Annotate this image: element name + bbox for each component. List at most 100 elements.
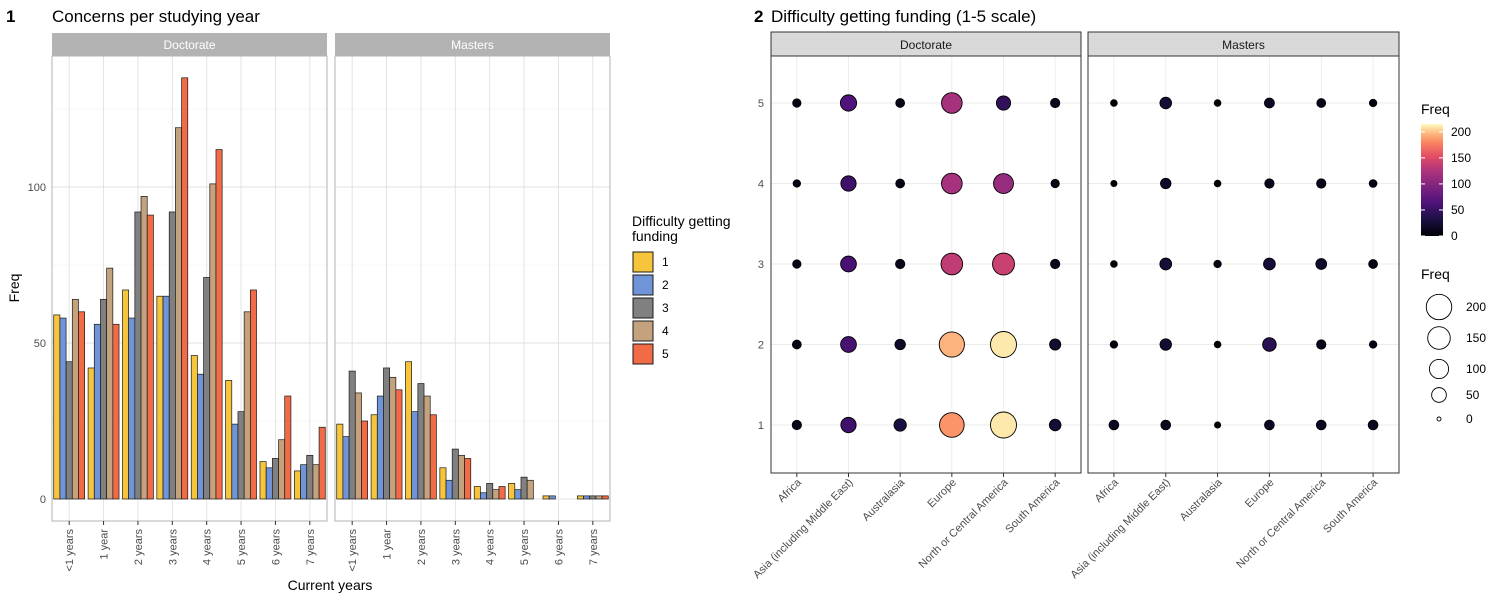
bubble-doctorate-australasia-level-2	[894, 338, 906, 351]
bubble-masters-asia-including-middle-east-level-3	[1159, 257, 1173, 271]
bubble-masters-asia-including-middle-east-level-4	[1160, 177, 1172, 190]
size-legend-key-200	[1425, 293, 1453, 321]
bar-doctorate-1-years-level-2	[59, 317, 67, 500]
bubble-doctorate-asia-including-middle-east-level-5	[839, 94, 858, 112]
color-legend-tick-200: 200	[1451, 125, 1471, 139]
bar-strip-label-doctorate: Doctorate	[163, 38, 215, 52]
bar-doctorate-6-years-level-1	[259, 461, 267, 500]
bubble-masters-africa-level-3	[1110, 260, 1118, 268]
bubble-masters-south-america-level-3	[1368, 259, 1378, 269]
bar-masters-4-years-level-3	[486, 483, 494, 500]
bubble-doctorate-north-or-central-america-level-4	[993, 173, 1014, 194]
bar-x-tick-doctorate-5-years: 5 years	[236, 529, 248, 566]
bar-doctorate-3-years-level-2	[162, 295, 170, 500]
bar-doctorate-1-year-level-1	[87, 367, 95, 500]
bubble-masters-australasia-level-1	[1214, 421, 1222, 429]
bar-doctorate-2-years-level-4	[140, 196, 148, 500]
bar-masters-3-years-level-5	[464, 458, 472, 500]
bar-masters-1-year-level-5	[395, 389, 403, 500]
size-legend-label-100: 100	[1466, 362, 1486, 376]
bar-doctorate-1-years-level-5	[78, 311, 86, 500]
bubble-x-tick-doctorate-south-america: South America	[1003, 476, 1063, 536]
bubble-doctorate-australasia-level-5	[895, 98, 906, 108]
bar-masters-5-years-level-4	[526, 479, 534, 500]
color-legend-tick-0: 0	[1451, 229, 1458, 243]
size-legend-title: Freq	[1421, 266, 1450, 282]
bar-masters-5-years-level-1	[508, 483, 516, 500]
size-legend-label-150: 150	[1466, 331, 1486, 345]
bubble-doctorate-south-america-level-4	[1050, 178, 1060, 189]
bubble-strip-label-masters: Masters	[1222, 38, 1265, 52]
fill-legend-title-line-1: Difficulty getting	[632, 213, 731, 229]
bar-doctorate-5-years-level-1	[225, 380, 233, 500]
bubble-doctorate-africa-level-3	[792, 259, 802, 269]
bar-doctorate-3-years-level-4	[175, 127, 182, 500]
bubble-doctorate-asia-including-middle-east-level-2	[840, 336, 857, 353]
size-legend-label-50: 50	[1466, 388, 1480, 402]
bubble-y-tick-5: 5	[758, 98, 764, 110]
bar-masters-3-years-level-2	[445, 479, 453, 500]
bubble-masters-europe-level-5	[1264, 97, 1275, 109]
bar-doctorate-7-years-level-5	[318, 426, 326, 500]
bar-masters-7-years-level-4	[595, 495, 603, 500]
color-legend-ticks: 200 150 100 50 0	[1421, 125, 1471, 243]
bubble-masters-north-or-central-america-level-2	[1316, 339, 1327, 350]
bubble-x-tick-masters-north-or-central-america: North or Central America	[1234, 476, 1329, 571]
bar-x-tick-doctorate-4-years: 4 years	[202, 529, 214, 566]
bubble-x-tick-masters-europe: Europe	[1243, 477, 1277, 511]
bubble-y-tick-1: 1	[758, 420, 764, 432]
bar-x-tick-masters-1-year: 1 year	[382, 529, 394, 560]
bar-masters-1-year-level-1	[370, 414, 378, 500]
bubble-x-tick-doctorate-asia-including-middle-east: Asia (including Middle East)	[751, 477, 855, 581]
color-legend-title: Freq	[1421, 101, 1450, 117]
fill-legend-title-line-2: funding	[632, 228, 678, 244]
bar-doctorate-4-years-level-5	[215, 149, 223, 500]
bubble-doctorate-europe-level-1	[939, 412, 965, 438]
fill-legend-label-3: 3	[662, 301, 669, 315]
bubble-strip-label-doctorate: Doctorate	[900, 38, 952, 52]
bar-x-tick-masters-3-years: 3 years	[450, 529, 462, 566]
panel-1-label: 1	[6, 7, 15, 26]
bar-doctorate-1-years-level-3	[65, 361, 73, 500]
bar-doctorate-6-years-level-5	[284, 395, 292, 500]
color-legend-tick-50: 50	[1451, 203, 1465, 217]
size-legend-label-0: 0	[1466, 412, 1473, 426]
fill-legend-label-5: 5	[662, 347, 669, 361]
bar-doctorate-7-years-level-1	[293, 470, 301, 500]
bubble-x-tick-doctorate-australasia: Australasia	[860, 476, 908, 524]
bubble-x-tick-masters-south-america: South America	[1321, 476, 1381, 536]
bubble-masters-asia-including-middle-east-level-1	[1160, 419, 1172, 431]
color-legend: Freq 200 150 100 50 0	[1421, 101, 1471, 243]
bar-x-tick-doctorate-3-years: 3 years	[167, 529, 179, 566]
bubble-doctorate-south-america-level-1	[1048, 418, 1062, 432]
bar-x-tick-masters-1-years: <1 years	[347, 529, 359, 572]
fill-legend-label-4: 4	[662, 324, 669, 338]
bar-doctorate-4-years-level-1	[190, 355, 198, 500]
bubble-y-tick-3: 3	[758, 259, 764, 271]
bar-doctorate-1-year-level-4	[106, 267, 114, 500]
bar-masters-7-years-level-5	[601, 495, 609, 500]
fill-legend-key-5	[632, 343, 654, 365]
bubble-doctorate-north-or-central-america-level-5	[995, 95, 1012, 111]
bar-doctorate-2-years-level-1	[122, 289, 130, 500]
bar-doctorate-3-years-level-3	[168, 211, 176, 500]
bar-doctorate-3-years-level-5	[181, 77, 189, 500]
bubble-masters-europe-level-1	[1264, 419, 1275, 431]
bar-x-tick-doctorate-2-years: 2 years	[133, 529, 145, 566]
bar-masters-7-years-level-2	[583, 495, 591, 500]
bubble-doctorate-europe-level-3	[940, 252, 964, 276]
fill-legend-key-3	[632, 297, 654, 319]
bubble-doctorate-europe-level-2	[938, 331, 965, 358]
bubble-x-tick-masters-australasia: Australasia	[1178, 476, 1226, 524]
bar-x-tick-masters-7-years: 7 years	[588, 529, 600, 566]
bar-masters-1-years-level-4	[354, 392, 362, 500]
bar-x-axis-title: Current years	[288, 577, 373, 593]
bubble-masters-australasia-level-5	[1213, 99, 1222, 107]
bar-doctorate-1-year-level-5	[112, 323, 120, 500]
bar-masters-1-years-level-2	[342, 436, 350, 500]
bar-doctorate-2-years-level-5	[146, 214, 154, 500]
bar-panel-border-doctorate	[51, 55, 328, 522]
fill-legend-key-1	[632, 251, 654, 273]
bar-masters-3-years-level-4	[458, 454, 465, 500]
